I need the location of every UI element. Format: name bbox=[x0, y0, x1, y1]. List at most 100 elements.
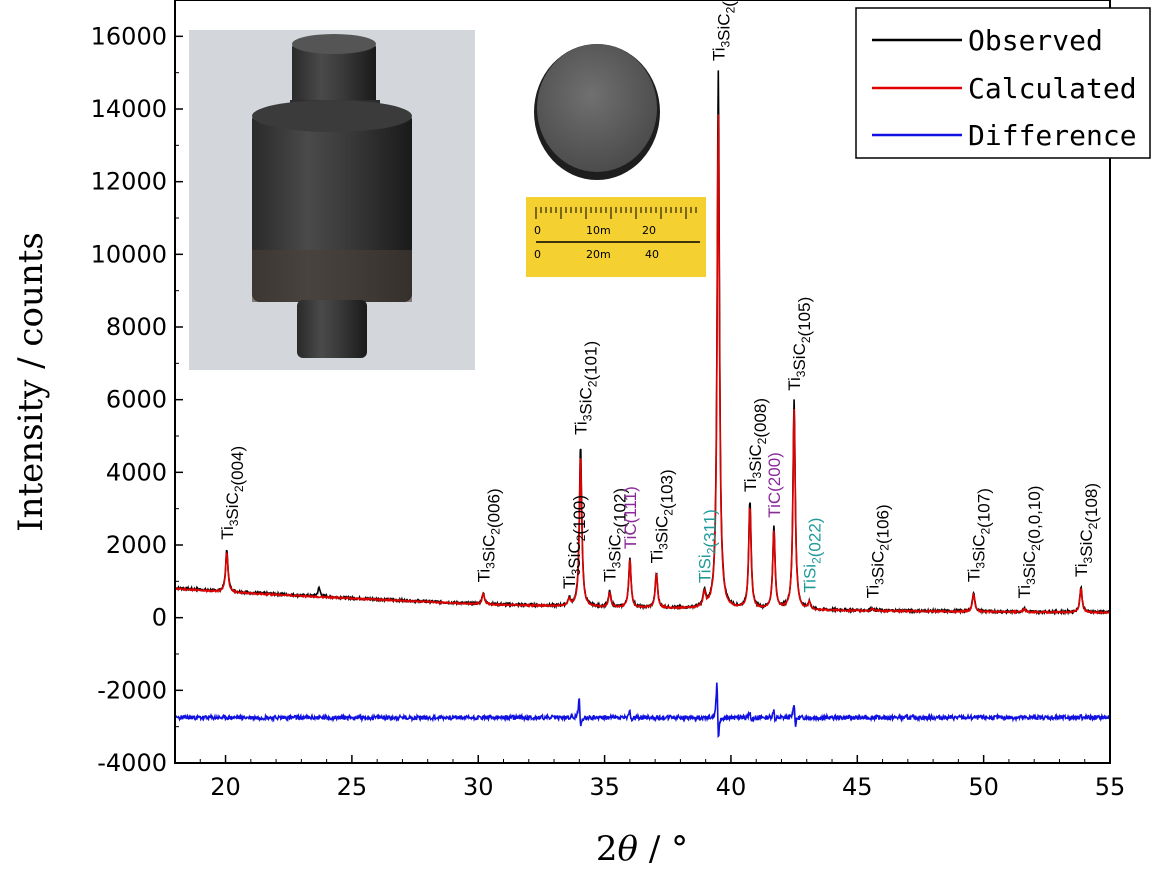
x-axis: 20 25 30 35 40 45 50 55 bbox=[174, 755, 1126, 801]
peak-label-part: (105) bbox=[795, 297, 814, 337]
peak-label-part: (101) bbox=[582, 341, 601, 381]
peak-label-part: 3 bbox=[718, 41, 732, 48]
peak-label-part: (008) bbox=[751, 398, 770, 438]
peak-label-part: TiC bbox=[765, 492, 784, 518]
peak-label-part: (200) bbox=[765, 452, 784, 492]
peak-label-part: 2 bbox=[615, 527, 629, 534]
legend-difference-label: Difference bbox=[968, 119, 1137, 152]
peak-label-ann-006: Ti3SiC2(006) bbox=[474, 488, 503, 582]
peak-label-part: 2 bbox=[809, 557, 823, 564]
die-photo-inset bbox=[189, 30, 475, 370]
peak-label-part: Ti bbox=[474, 569, 493, 583]
y-tick-label: 4000 bbox=[106, 458, 167, 486]
y-tick-label: 12000 bbox=[91, 168, 167, 196]
peak-label-part: SiC bbox=[479, 535, 498, 562]
y-tick-label: -4000 bbox=[97, 749, 167, 777]
peak-label-part: 2 bbox=[755, 437, 769, 444]
peak-label-part: Ti bbox=[601, 568, 620, 582]
peak-label-part: 3 bbox=[974, 562, 988, 569]
peak-label-ann-102: Ti3SiC2(102) bbox=[601, 488, 630, 582]
peak-label-part: Ti bbox=[1072, 563, 1091, 577]
peak-label-part: 2 bbox=[586, 380, 600, 387]
ruler-bot-40: 40 bbox=[645, 248, 659, 261]
peak-label-ann-104: Ti3SiC2(104) bbox=[709, 0, 738, 61]
peak-label-part: SiC bbox=[577, 387, 596, 414]
peak-label-part: 3 bbox=[483, 562, 497, 569]
y-tick-label: 2000 bbox=[106, 531, 167, 559]
legend-calculated-label: Calculated bbox=[968, 72, 1137, 105]
peak-label-part: TiSi bbox=[695, 554, 714, 583]
y-axis: -4000 -2000 0 2000 4000 6000 8000 10000 12000 140… bbox=[91, 0, 183, 777]
peak-annotations: Ti3SiC2(004)Ti3SiC2(006)Ti3SiC2(100)Ti3S… bbox=[218, 0, 1101, 598]
peak-label-part: SiC bbox=[652, 516, 671, 543]
peak-label-part: 2 bbox=[704, 547, 718, 554]
y-tick-label: 0 bbox=[152, 604, 167, 632]
ruler-bot-20: 20m bbox=[586, 248, 611, 261]
ruler-top-20: 20 bbox=[642, 224, 656, 237]
x-tick-label: 45 bbox=[842, 773, 873, 801]
x-axis-title-suffix: / ° bbox=[638, 829, 688, 869]
y-axis-title: Intensity / counts bbox=[11, 232, 51, 532]
x-tick-label: 40 bbox=[716, 773, 747, 801]
peak-label-part: (107) bbox=[975, 488, 994, 528]
peak-label-part: 2 bbox=[1029, 544, 1043, 551]
peak-label-ann-tisi311: TiSi2(311) bbox=[695, 509, 719, 583]
series-calculated-line bbox=[175, 114, 1110, 615]
peak-label-part: 2 bbox=[723, 6, 737, 13]
peak-label-ann-105: Ti3SiC2(105) bbox=[785, 297, 814, 391]
peak-label-part: SiC bbox=[714, 13, 733, 40]
peak-label-part: TiSi bbox=[800, 564, 819, 593]
peak-label-part: Ti bbox=[572, 421, 591, 435]
peak-label-part: (311) bbox=[700, 509, 719, 547]
x-axis-title-prefix: 2 bbox=[596, 829, 618, 869]
x-tick-label: 25 bbox=[337, 773, 368, 801]
peak-label-part: (111) bbox=[621, 486, 640, 523]
legend: Observed Calculated Difference bbox=[855, 7, 1151, 159]
peak-label-part: 3 bbox=[227, 519, 241, 526]
ruler-bot-0: 0 bbox=[534, 248, 541, 261]
peak-label-part: Ti bbox=[785, 377, 804, 391]
x-axis-title-theta: θ bbox=[618, 829, 638, 869]
y-tick-label: 8000 bbox=[106, 313, 167, 341]
peak-label-part: 3 bbox=[872, 578, 886, 585]
peak-label-part: (104) bbox=[719, 0, 738, 7]
peak-label-part: Ti bbox=[647, 550, 666, 564]
peak-label-part: SiC bbox=[1020, 551, 1039, 578]
peak-label-part: SiC bbox=[746, 444, 765, 471]
x-tick-label: 35 bbox=[589, 773, 620, 801]
peak-label-ann-tic111: TiC(111) bbox=[621, 486, 640, 549]
x-tick-label: 50 bbox=[968, 773, 999, 801]
peak-label-ann-106: Ti3SiC2(106) bbox=[863, 504, 892, 598]
peak-label-part: Ti bbox=[1015, 585, 1034, 599]
peak-label-part: 2 bbox=[488, 528, 502, 535]
peak-label-part: (100) bbox=[570, 495, 589, 535]
y-tick-label: 16000 bbox=[91, 22, 167, 50]
peak-label-ann-101: Ti3SiC2(101) bbox=[572, 341, 601, 435]
x-tick-label: 55 bbox=[1095, 773, 1126, 801]
peak-label-part: SiC bbox=[868, 551, 887, 578]
peak-label-part: (022) bbox=[805, 518, 824, 558]
peak-label-part: 2 bbox=[979, 528, 993, 535]
peak-label-part: Ti bbox=[741, 478, 760, 492]
peak-label-part: Ti bbox=[560, 575, 579, 589]
peak-label-part: 2 bbox=[877, 544, 891, 551]
peak-label-part: (0,0,10) bbox=[1025, 486, 1044, 545]
peak-label-ann-108: Ti3SiC2(108) bbox=[1072, 483, 1101, 577]
x-axis-title: 2θ / ° bbox=[596, 829, 688, 869]
peak-label-part: (102) bbox=[611, 488, 630, 528]
peak-label-part: (004) bbox=[228, 446, 247, 486]
peak-label-part: SiC bbox=[970, 535, 989, 562]
peak-label-part: 3 bbox=[750, 471, 764, 478]
x-tick-label: 30 bbox=[463, 773, 494, 801]
ruler-top-10: 10m bbox=[586, 224, 611, 237]
peak-label-part: 3 bbox=[1081, 556, 1095, 563]
peak-label-part: 2 bbox=[574, 534, 588, 541]
legend-observed-label: Observed bbox=[968, 24, 1103, 57]
y-tick-label: 6000 bbox=[106, 386, 167, 414]
peak-label-part: (006) bbox=[484, 488, 503, 528]
pellet-photo-inset: 0 10m 20 0 20m 40 bbox=[526, 28, 706, 277]
peak-label-part: Ti bbox=[709, 48, 728, 62]
peak-label-part: 3 bbox=[569, 568, 583, 575]
peak-label-ann-107: Ti3SiC2(107) bbox=[965, 488, 994, 582]
